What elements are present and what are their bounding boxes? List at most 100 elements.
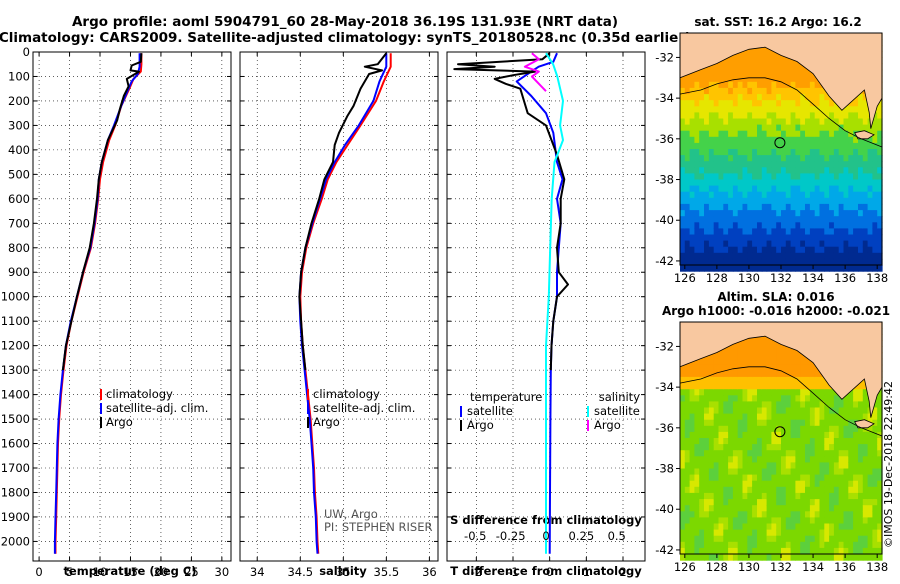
map-cell (776, 124, 782, 132)
map-cell (872, 407, 878, 415)
map-cell (689, 431, 695, 439)
map-cell (747, 246, 753, 254)
map-cell (704, 474, 710, 482)
map-cell (838, 541, 845, 549)
map-cell (771, 541, 777, 549)
map-cell (848, 535, 854, 543)
map-cell (718, 383, 724, 390)
map-cell (723, 63, 729, 71)
map-cell (819, 185, 825, 193)
map-cell (684, 395, 691, 402)
map-cell (858, 499, 864, 506)
map-cell (771, 124, 777, 132)
map-cell (704, 179, 710, 187)
map-cell (742, 358, 748, 366)
map-cell (814, 222, 821, 229)
map-cell (713, 222, 720, 229)
map-cell (761, 63, 768, 71)
map-cell (785, 480, 792, 488)
map-cell (800, 252, 806, 260)
map-cell (766, 258, 772, 266)
map-cell (680, 401, 686, 409)
map-cell (694, 112, 700, 120)
map-cell (732, 106, 739, 113)
map-cell (805, 142, 811, 150)
map-cell (800, 142, 806, 150)
map-cell (790, 511, 796, 518)
map-cell (800, 222, 806, 229)
map-cell (843, 197, 849, 205)
map-cell (713, 438, 720, 445)
map-cell (809, 529, 816, 537)
map-cell (872, 547, 878, 555)
map-cell (867, 431, 873, 439)
map-cell (800, 401, 806, 409)
map-cell (824, 401, 830, 409)
map-cell (723, 265, 729, 272)
map-cell (699, 450, 705, 457)
map-cell (862, 480, 869, 488)
map-cell (718, 413, 724, 421)
map-cell (752, 425, 758, 433)
map-cell (732, 480, 739, 488)
map-cell (867, 142, 873, 150)
map-cell (752, 547, 758, 555)
map-cell (680, 81, 686, 89)
map-cell (752, 407, 758, 415)
map-cell (862, 265, 869, 272)
map-cell (843, 106, 849, 113)
map-cell (805, 185, 811, 193)
map-cell (858, 191, 864, 199)
map-cell (829, 142, 835, 150)
map-cell (699, 547, 705, 555)
map-cell (728, 57, 734, 65)
map-cell (809, 197, 816, 205)
map-cell (732, 179, 739, 187)
map-cell (766, 468, 772, 476)
map-cell (713, 155, 720, 162)
map-cell (766, 155, 772, 162)
map-cell (723, 541, 729, 549)
map-cell (699, 179, 705, 187)
map-cell (757, 142, 763, 150)
map-cell (776, 529, 782, 537)
map-cell (781, 352, 787, 360)
map-cell (819, 505, 825, 512)
map-cell (872, 444, 878, 451)
map-cell (694, 554, 700, 561)
map-cell (699, 69, 705, 77)
map-cell (708, 554, 715, 561)
map-cell (824, 505, 830, 512)
map-cell (838, 480, 845, 488)
map-cell (732, 352, 739, 360)
map-cell (785, 529, 792, 537)
map-cell (737, 444, 744, 451)
map-cell (704, 185, 710, 193)
map-cell (708, 100, 715, 107)
map-cell (843, 547, 849, 555)
map-cell (704, 216, 710, 223)
map-cell (809, 541, 816, 549)
map-cell (747, 383, 753, 390)
map-cell (752, 155, 758, 162)
s-tick-label: 0.25 (569, 529, 595, 543)
map-cell (713, 547, 720, 555)
map-cell (742, 216, 748, 223)
map-cell (833, 547, 840, 555)
map-cell (795, 431, 801, 439)
float-marker (774, 426, 786, 438)
map-cell (805, 376, 811, 384)
map-cell (853, 210, 859, 217)
map-cell (790, 474, 796, 482)
map-cell (862, 246, 869, 254)
map-cell (819, 222, 825, 229)
map-cell (680, 511, 686, 518)
map-cell (838, 505, 845, 512)
map-cell (723, 431, 729, 439)
map-cell (761, 191, 768, 199)
map-cell (819, 142, 825, 150)
map-cell (708, 118, 715, 126)
map-cell (761, 468, 768, 476)
map-cell (785, 517, 792, 525)
